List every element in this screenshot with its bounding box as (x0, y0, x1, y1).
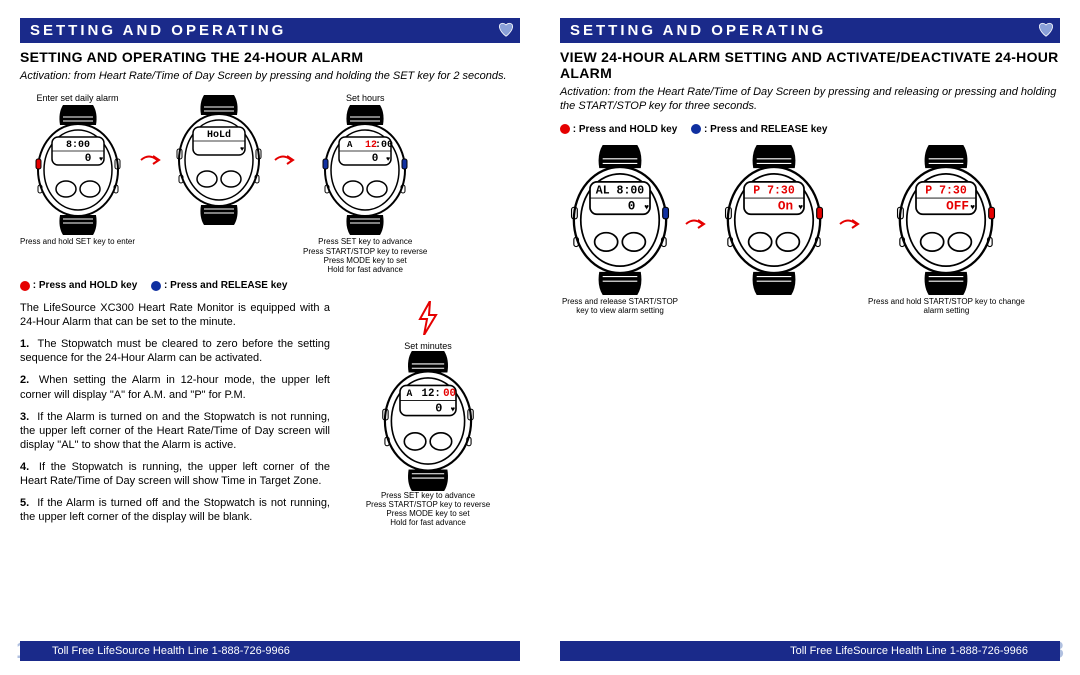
svg-text:♥: ♥ (451, 404, 456, 413)
step-5: 5. If the Alarm is turned off and the St… (20, 496, 330, 524)
svg-text:♥: ♥ (240, 146, 244, 153)
watches-row-top: Enter set daily alarm 8:00 0 ♥ Press and… (20, 93, 520, 274)
svg-text:00: 00 (443, 388, 456, 400)
watch-caption-above: Set minutes (404, 341, 452, 351)
svg-text:♥: ♥ (798, 202, 803, 211)
arrow-r2 (838, 145, 864, 238)
body-text-column: The LifeSource XC300 Heart Rate Monitor … (20, 301, 330, 532)
legend-release: : Press and RELEASE key (691, 124, 827, 135)
svg-text:0: 0 (372, 153, 379, 165)
legend-hold: : Press and HOLD key (560, 124, 677, 135)
svg-text:OFF: OFF (947, 198, 970, 213)
step-2: 2. When setting the Alarm in 12-hour mod… (20, 373, 330, 401)
footer-bar-left: Toll Free LifeSource Health Line 1-888-7… (20, 641, 520, 661)
watch-r3: P 7:30 OFF ♥ (886, 145, 1006, 295)
watch-4: A 12:00 0 ♥ (373, 351, 483, 491)
header-bar-right: SETTING AND OPERATING (560, 18, 1060, 43)
page-right: SETTING AND OPERATING VIEW 24-HOUR ALARM… (540, 0, 1080, 675)
header-text: SETTING AND OPERATING (30, 22, 286, 39)
svg-text:P 7:30: P 7:30 (753, 184, 795, 197)
arrow-2 (273, 93, 299, 174)
section-title: SETTING AND OPERATING THE 24-HOUR ALARM (20, 49, 520, 65)
arrow-r1 (684, 145, 710, 238)
watch-caption-below: Press and hold START/STOP key to change … (868, 297, 1025, 315)
watch-col-r2: P 7:30 On ♥ (714, 145, 834, 297)
svg-text:♥: ♥ (971, 202, 976, 211)
svg-text:A: A (406, 388, 412, 399)
heart-icon (1036, 20, 1056, 38)
steps-list: 1. The Stopwatch must be cleared to zero… (20, 337, 330, 524)
step-4: 4. If the Stopwatch is running, the uppe… (20, 460, 330, 488)
watch-caption-above: Enter set daily alarm (36, 93, 118, 103)
red-dot-icon (560, 124, 570, 134)
lightning-icon (416, 301, 440, 335)
footer-text: Toll Free LifeSource Health Line 1-888-7… (790, 645, 1028, 657)
intro-para: The LifeSource XC300 Heart Rate Monitor … (20, 301, 330, 329)
svg-text:A: A (347, 140, 353, 150)
legend-left: : Press and HOLD key : Press and RELEASE… (20, 280, 520, 291)
svg-text:HoLd: HoLd (207, 129, 231, 141)
legend-release: : Press and RELEASE key (151, 280, 287, 291)
blue-dot-icon (691, 124, 701, 134)
step-3: 3. If the Alarm is turned on and the Sto… (20, 410, 330, 452)
body-columns: The LifeSource XC300 Heart Rate Monitor … (20, 301, 520, 532)
watch-r1: AL 8:00 0 ♥ (560, 145, 680, 295)
activation-note: Activation: from the Heart Rate/Time of … (560, 85, 1060, 114)
svg-text:On: On (778, 198, 793, 213)
watch-caption-below: Press SET key to advance Press START/STO… (366, 491, 490, 527)
svg-text:12:: 12: (422, 388, 441, 400)
watch-caption-above: Set hours (346, 93, 385, 103)
section-title: VIEW 24-HOUR ALARM SETTING AND ACTIVATE/… (560, 49, 1060, 81)
watch-col-r3: P 7:30 OFF ♥ Press and hold START/STOP k… (868, 145, 1025, 315)
watch-r2: P 7:30 On ♥ (714, 145, 834, 295)
watch-2: HoLd ♥ (169, 95, 269, 225)
watch-col-r1: AL 8:00 0 ♥ Press and release START/STOP… (560, 145, 680, 315)
watches-row-right: AL 8:00 0 ♥ Press and release START/STOP… (560, 145, 1060, 315)
watch-col-3: Set hours A12:00 0 ♥ Press SET key to ad… (303, 93, 427, 274)
svg-text:♥: ♥ (644, 202, 649, 211)
svg-text:♥: ♥ (386, 156, 390, 163)
svg-text:AL 8:00: AL 8:00 (596, 184, 644, 197)
watch-caption-below: Press and release START/STOP key to view… (562, 297, 678, 315)
footer-text: Toll Free LifeSource Health Line 1-888-7… (52, 645, 290, 657)
arrow-1 (139, 93, 165, 174)
activation-note: Activation: from Heart Rate/Time of Day … (20, 69, 520, 83)
legend-hold: : Press and HOLD key (20, 280, 137, 291)
svg-text:P 7:30: P 7:30 (926, 184, 968, 197)
header-bar-left: SETTING AND OPERATING (20, 18, 520, 43)
page-left: SETTING AND OPERATING SETTING AND OPERAT… (0, 0, 540, 675)
svg-text:♥: ♥ (99, 156, 103, 163)
legend-right: : Press and HOLD key : Press and RELEASE… (560, 124, 1060, 135)
header-text: SETTING AND OPERATING (570, 22, 826, 39)
blue-dot-icon (151, 281, 161, 291)
footer-bar-right: Toll Free LifeSource Health Line 1-888-7… (560, 641, 1060, 661)
step-1: 1. The Stopwatch must be cleared to zero… (20, 337, 330, 365)
watch-1: 8:00 0 ♥ (28, 105, 128, 235)
watch-3: A12:00 0 ♥ (315, 105, 415, 235)
heart-icon (496, 20, 516, 38)
watch-col-1: Enter set daily alarm 8:00 0 ♥ Press and… (20, 93, 135, 246)
svg-text:8:00: 8:00 (66, 140, 90, 151)
svg-text:0: 0 (435, 401, 442, 415)
red-dot-icon (20, 281, 30, 291)
svg-text::00: :00 (375, 140, 393, 151)
watch-caption-below: Press and hold SET key to enter (20, 237, 135, 246)
watch-caption-below: Press SET key to advance Press START/STO… (303, 237, 427, 274)
svg-text:0: 0 (628, 198, 636, 213)
svg-text:0: 0 (84, 153, 91, 165)
body-right-column: Set minutes A 12:00 0 ♥ Press SET key to … (348, 301, 508, 532)
watch-col-2: HoLd ♥ (169, 93, 269, 227)
